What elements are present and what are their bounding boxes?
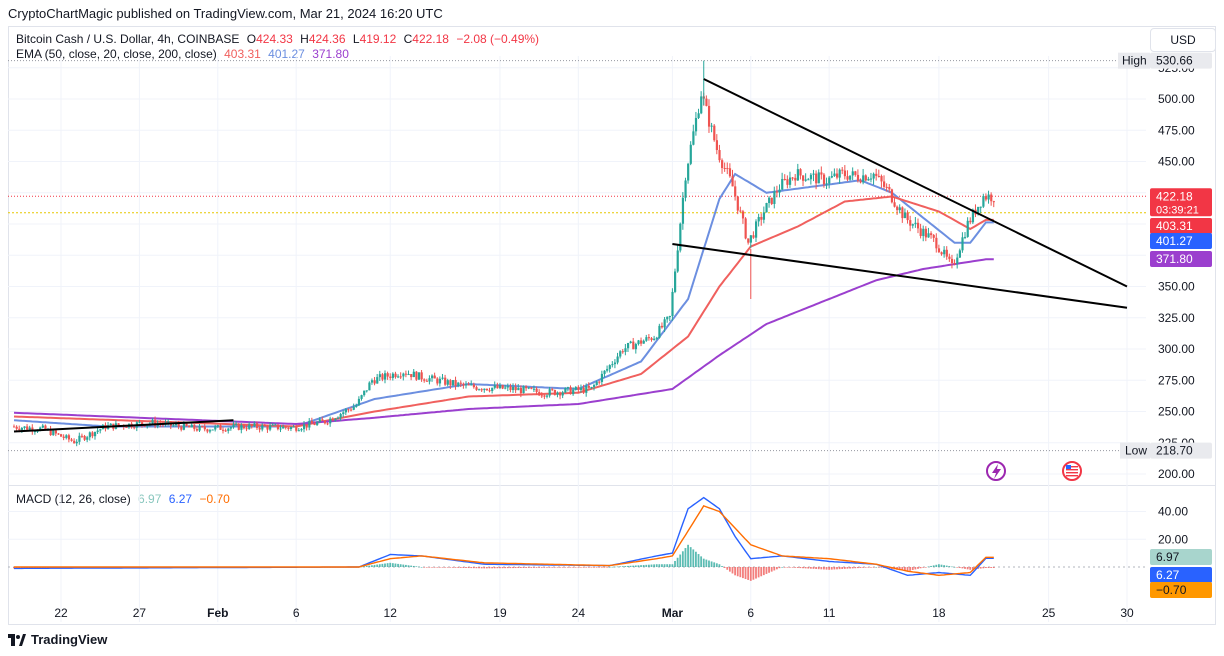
- high-value: 424.36: [308, 32, 346, 46]
- published-line: CryptoChartMagic published on TradingVie…: [8, 6, 443, 21]
- tradingview-logo[interactable]: TradingView: [8, 632, 107, 647]
- close-label: C: [403, 32, 413, 46]
- macd-line-legend-value: 6.27: [168, 492, 193, 506]
- ema50-legend-value: 403.31: [224, 47, 261, 61]
- macd-legend: MACD (12, 26, close) 6.97 6.27 −0.70: [16, 492, 234, 506]
- ema200-legend-value: 371.80: [312, 47, 349, 61]
- high-label: H: [300, 32, 309, 46]
- price-pane-frame: [8, 26, 1216, 486]
- currency-button[interactable]: USD: [1150, 28, 1216, 52]
- symbol-title: Bitcoin Cash / U.S. Dollar, 4h, COINBASE: [16, 32, 240, 46]
- ema-legend-label: EMA (50, close, 20, close, 200, close): [16, 47, 217, 61]
- open-value: 424.33: [256, 32, 293, 46]
- macd-pane-frame: [8, 485, 1216, 625]
- ema-legend: EMA (50, close, 20, close, 200, close) 4…: [16, 47, 353, 61]
- macd-legend-label: MACD (12, 26, close): [16, 492, 131, 506]
- change-value: −2.08 (−0.49%): [456, 32, 540, 46]
- close-value: 422.18: [412, 32, 449, 46]
- symbol-legend: Bitcoin Cash / U.S. Dollar, 4h, COINBASE…: [16, 32, 543, 46]
- low-value: 419.12: [359, 32, 397, 46]
- tradingview-logo-icon: [8, 633, 26, 646]
- low-label: L: [352, 32, 360, 46]
- macd-signal-legend-value: −0.70: [199, 492, 230, 506]
- macd-hist-legend-value: 6.97: [138, 492, 162, 506]
- ema20-legend-value: 401.27: [268, 47, 305, 61]
- tradingview-logo-text: TradingView: [31, 632, 108, 647]
- open-label: O: [246, 32, 257, 46]
